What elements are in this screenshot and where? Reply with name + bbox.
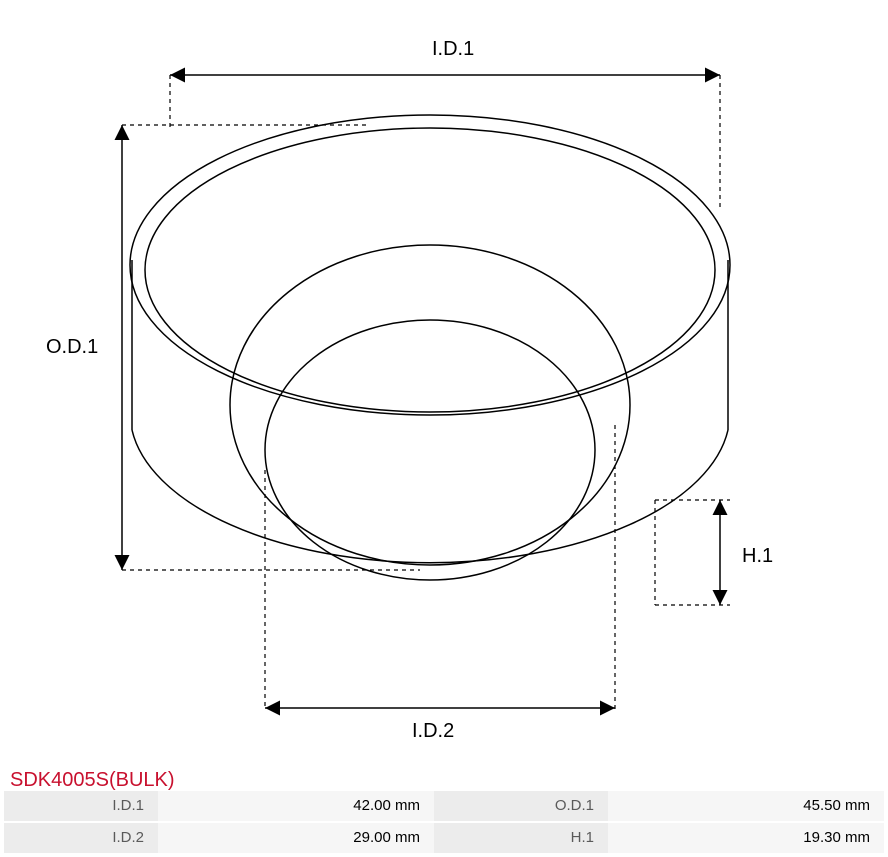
spec-table: I.D.1 42.00 mm O.D.1 45.50 mm I.D.2 29.0…: [4, 791, 884, 853]
spec-label-id2: I.D.2: [4, 823, 158, 853]
dim-label-id2: I.D.2: [412, 720, 454, 743]
table-row: I.D.1 42.00 mm O.D.1 45.50 mm: [4, 791, 884, 821]
spec-value-od1: 45.50 mm: [608, 791, 884, 821]
dim-label-od1: O.D.1: [46, 336, 98, 359]
spec-label-h1: H.1: [434, 823, 608, 853]
spec-value-id1: 42.00 mm: [158, 791, 434, 821]
table-row: I.D.2 29.00 mm H.1 19.30 mm: [4, 823, 884, 853]
spec-label-od1: O.D.1: [434, 791, 608, 821]
spec-value-id2: 29.00 mm: [158, 823, 434, 853]
dim-label-id1: I.D.1: [432, 38, 474, 61]
diagram-area: I.D.1 O.D.1 I.D.2 H.1: [0, 0, 888, 760]
dim-label-h1: H.1: [742, 545, 773, 568]
spec-value-h1: 19.30 mm: [608, 823, 884, 853]
part-number: SDK4005S(BULK): [10, 769, 175, 792]
spec-label-id1: I.D.1: [4, 791, 158, 821]
technical-drawing-svg: [0, 0, 888, 760]
